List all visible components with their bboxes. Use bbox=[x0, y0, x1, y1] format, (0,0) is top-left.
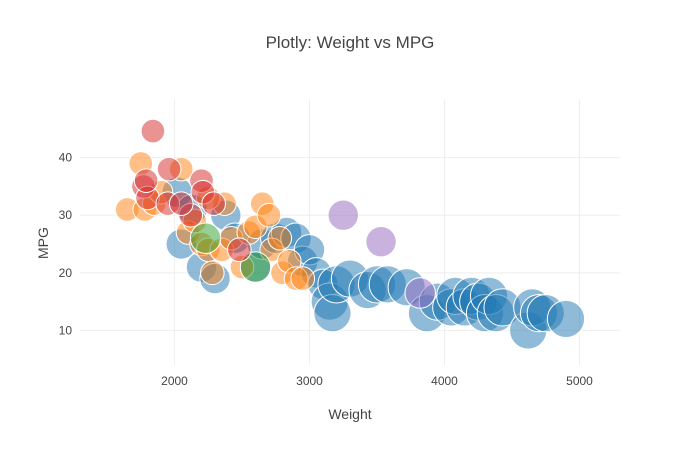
data-point bbox=[327, 199, 359, 231]
data-point bbox=[239, 251, 272, 283]
chart-title: Plotly: Weight vs MPG bbox=[265, 33, 435, 52]
data-point bbox=[365, 226, 397, 258]
data-point bbox=[168, 191, 194, 216]
data-point bbox=[227, 237, 252, 263]
y-tick-label: 30 bbox=[59, 208, 73, 222]
data-point bbox=[546, 299, 586, 339]
data-point bbox=[290, 266, 316, 291]
x-axis-label: Weight bbox=[328, 406, 372, 422]
x-tick-label: 4000 bbox=[431, 374, 458, 388]
x-tick-label: 5000 bbox=[566, 374, 593, 388]
data-point bbox=[404, 277, 436, 309]
data-point bbox=[189, 222, 222, 254]
y-tick-label: 40 bbox=[59, 151, 73, 165]
data-point bbox=[140, 118, 166, 144]
data-point bbox=[256, 202, 282, 228]
data-point bbox=[156, 156, 182, 182]
y-tick-label: 20 bbox=[59, 266, 73, 280]
y-tick-label: 10 bbox=[59, 323, 73, 337]
x-tick-label: 2000 bbox=[161, 374, 188, 388]
y-axis-label: MPG bbox=[35, 227, 51, 259]
data-point bbox=[133, 168, 159, 193]
data-point bbox=[267, 225, 293, 251]
x-tick-label: 3000 bbox=[296, 374, 323, 388]
data-point bbox=[201, 191, 226, 216]
data-point bbox=[200, 260, 225, 286]
